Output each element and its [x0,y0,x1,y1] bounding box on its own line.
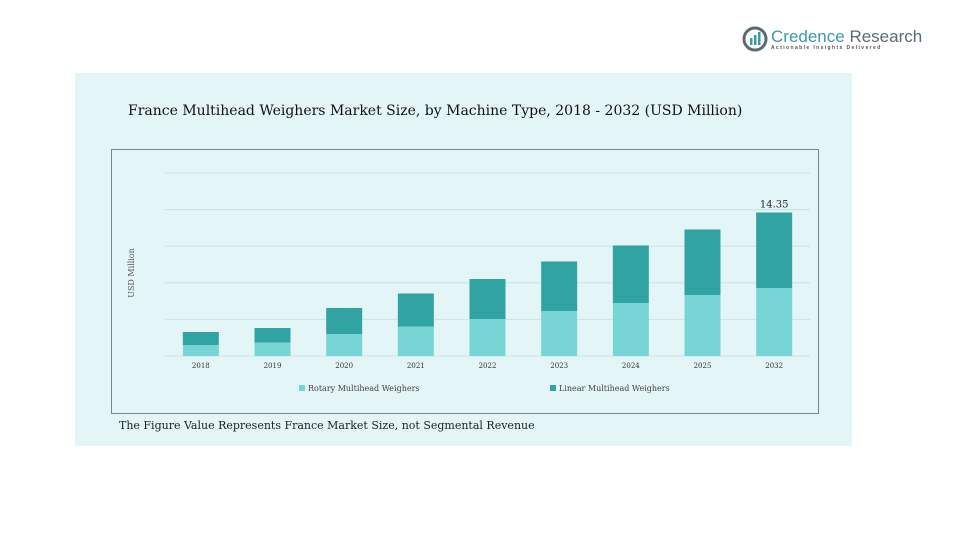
bar-linear-2020 [326,308,363,334]
y-axis-label: USD Million [127,248,136,298]
bar-rotary-2022 [469,319,506,356]
x-tick-label: 2020 [335,362,353,370]
bar-rotary-2019 [254,342,291,356]
bar-rotary-2032 [756,288,793,356]
bar-rotary-2024 [612,303,649,356]
bar-rotary-2023 [541,311,578,356]
bar-rotary-2025 [684,295,721,356]
x-tick-label: 2021 [407,362,425,370]
bar-linear-2019 [254,328,291,343]
bar-rotary-2021 [397,326,434,356]
bar-linear-2021 [397,293,434,327]
bar-linear-2023 [541,261,578,311]
x-tick-label: 2022 [479,362,497,370]
x-tick-label: 2018 [192,362,210,370]
x-tick-label: 2023 [550,362,568,370]
bar-linear-2022 [469,279,506,319]
legend-swatch [550,385,556,391]
chart-title: France Multihead Weighers Market Size, b… [128,103,743,119]
logo-tagline: Actionable Insights Delivered [771,44,882,51]
x-tick-label: 2032 [765,362,783,370]
bar-linear-2018 [182,332,219,345]
x-tick-label: 2025 [694,362,712,370]
bar-rotary-2020 [326,334,363,356]
bar-linear-2025 [684,229,721,295]
logo-icon [742,26,768,52]
legend-label: Linear Multihead Weighers [559,384,670,393]
logo-name-a: Credence [771,26,845,46]
data-label: 14.35 [760,200,789,211]
x-tick-label: 2024 [622,362,640,370]
legend-swatch [299,385,305,391]
chart-panel [75,73,852,446]
bar-linear-2024 [612,245,649,303]
bar-linear-2032 [756,212,793,288]
credence-research-logo: Credence Research Actionable Insights De… [742,26,922,52]
footnote: The Figure Value Represents France Marke… [119,419,535,432]
x-tick-label: 2019 [264,362,282,370]
legend-label: Rotary Multihead Weighers [308,384,420,393]
chart-frame [111,149,819,414]
bar-rotary-2018 [182,345,219,356]
logo-name-b: Research [849,26,923,46]
